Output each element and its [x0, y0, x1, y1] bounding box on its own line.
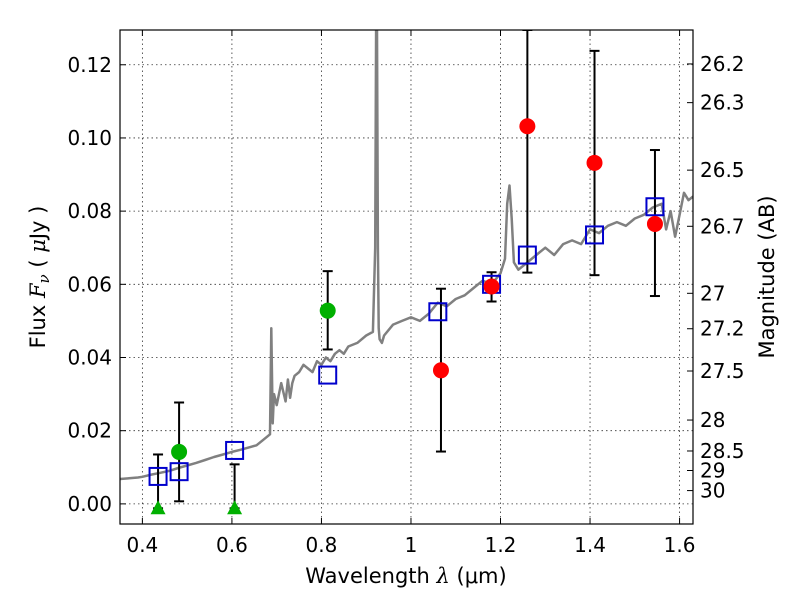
- y-tick-label: 0.02: [67, 419, 112, 443]
- model-square: [428, 302, 448, 322]
- y2-tick-label: 26.3: [700, 91, 745, 115]
- model-square: [517, 245, 537, 265]
- x-tick-label: 1.4: [574, 533, 606, 557]
- x-tick-label: 0.6: [216, 533, 248, 557]
- x-tick-label: 0.4: [126, 533, 158, 557]
- spectrum-line: [120, 30, 693, 481]
- y-tick-label: 0.00: [67, 492, 112, 516]
- y-tick-label: 0.06: [67, 272, 112, 296]
- data-point: [432, 362, 449, 379]
- x-axis-label: Wavelength λ (μm): [305, 564, 506, 588]
- model-square: [645, 197, 665, 217]
- y2-tick-label: 26.7: [700, 214, 745, 238]
- model-square: [169, 462, 189, 482]
- data-point: [319, 302, 336, 319]
- data-point: [586, 154, 603, 171]
- upper-limit-triangle: [150, 500, 166, 515]
- y2-tick-label: 30: [700, 479, 725, 503]
- y2-axis-label: Magnitude (AB): [755, 195, 779, 358]
- data-point: [171, 443, 188, 460]
- model-square: [148, 466, 168, 486]
- y2-tick-label: 28: [700, 408, 725, 432]
- x-tick-label: 1.6: [664, 533, 696, 557]
- model-square: [318, 365, 338, 385]
- y2-tick-label: 26.2: [700, 52, 745, 76]
- y-tick-label: 0.12: [67, 53, 112, 77]
- y-tick-label: 0.10: [67, 126, 112, 150]
- grid: [120, 30, 693, 524]
- y2-tick-label: 27.5: [700, 359, 745, 383]
- plot-frame: [119, 29, 694, 525]
- data-point: [646, 215, 663, 232]
- data-point: [519, 118, 536, 135]
- x-tick-label: 1.2: [485, 533, 517, 557]
- y2-tick-label: 29: [700, 459, 725, 483]
- x-tick-label: 0.8: [306, 533, 338, 557]
- model-square: [225, 440, 245, 460]
- y-axis-label: Flux Fν ( μJy ): [26, 206, 53, 349]
- data-point: [483, 278, 500, 295]
- y2-tick-label: 27: [700, 281, 725, 305]
- x-tick-label: 1: [405, 533, 418, 557]
- y2-tick-label: 27.2: [700, 317, 745, 341]
- y2-tick-label: 28.5: [700, 439, 745, 463]
- y-tick-label: 0.04: [67, 346, 112, 370]
- y-tick-label: 0.08: [67, 199, 112, 223]
- y2-tick-label: 26.5: [700, 158, 745, 182]
- upper-limit-triangle: [227, 500, 243, 515]
- model-square: [585, 225, 605, 245]
